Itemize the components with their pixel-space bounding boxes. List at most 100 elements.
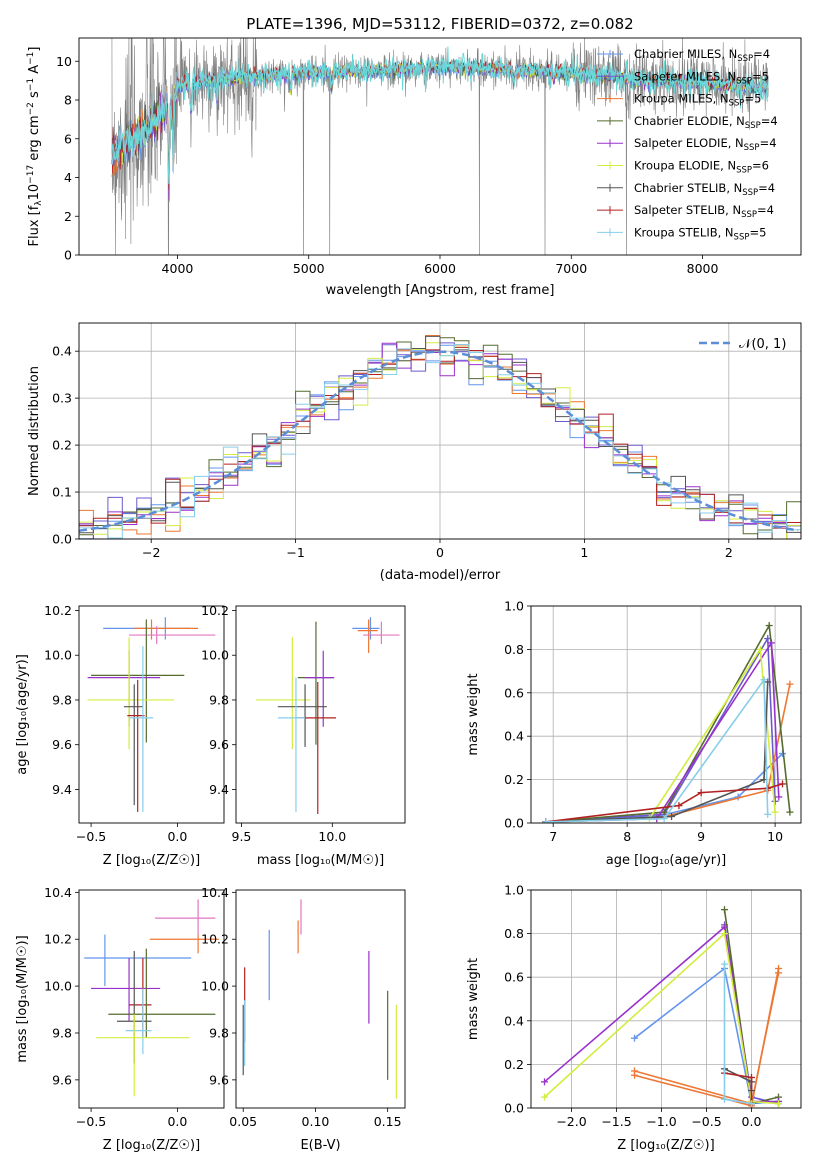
error-bar-point [84, 934, 192, 987]
x-tick-label: −1 [286, 545, 304, 560]
weight-line [545, 681, 769, 823]
y-tick-label: 0.2 [52, 438, 72, 453]
y-tick-label: 9.6 [52, 737, 72, 752]
y-tick-label: 10.2 [44, 932, 72, 947]
y-axis-label: Flux [fλ10−17 erg cm−2 s−1 A−1] [26, 47, 44, 247]
error-bar-point [149, 934, 219, 954]
y-tick-label: 9.4 [52, 782, 72, 797]
y-tick-label: 10.2 [201, 603, 229, 618]
error-bar-point [255, 637, 311, 750]
x-tick-label: 0.0 [167, 829, 187, 844]
y-tick-label: 0.4 [504, 1013, 524, 1028]
x-axis-label: age [log₁₀(age/yr)] [606, 853, 727, 868]
x-tick-label: 10 [767, 829, 783, 844]
error-bar-point [277, 684, 327, 747]
y-axis-label: mass [log₁₀(M/M☉)] [15, 935, 30, 1062]
error-bar-point [87, 637, 174, 750]
y-tick-label: 0 [64, 248, 72, 263]
y-tick-label: 0.4 [504, 729, 524, 744]
error-bar-point [297, 621, 335, 745]
y-tick-label: 9.8 [52, 692, 72, 707]
y-tick-label: 0.8 [504, 642, 524, 657]
x-tick-label: 0.15 [374, 1114, 402, 1129]
x-tick-label: −0.5 [76, 1114, 106, 1129]
error-bar-point [87, 650, 161, 727]
y-tick-label: 9.8 [209, 1025, 229, 1040]
axes-frame [78, 605, 225, 824]
y-tick-label: 10.0 [44, 979, 72, 994]
best-model [111, 46, 769, 185]
weight-line [543, 932, 779, 1105]
y-tick-label: 0.6 [504, 970, 524, 985]
y-tick-label: 8 [64, 93, 72, 108]
x-axis-label: Z [log₁₀(Z/Z☉)] [617, 1138, 714, 1153]
y-tick-label: 0.8 [504, 926, 524, 941]
x-tick-label: 0 [436, 545, 444, 560]
x-axis-label: wavelength [Angstrom, rest frame] [326, 283, 555, 298]
x-tick-label: −1.5 [601, 1114, 631, 1129]
legend-label: Salpeter ELODIE, NSSP=4 [634, 136, 777, 153]
y-tick-label: 0.3 [52, 391, 72, 406]
y-tick-label: 1.0 [504, 883, 524, 898]
error-bar-point [129, 957, 152, 1038]
x-tick-label: 5000 [293, 261, 325, 276]
y-tick-label: 9.6 [209, 1072, 229, 1087]
x-tick-label: −1.0 [646, 1114, 676, 1129]
weight-line [545, 622, 791, 823]
y-tick-label: 10.0 [44, 648, 72, 663]
error-bar-point [277, 677, 306, 812]
y-tick-label: 9.4 [209, 782, 229, 797]
x-tick-label: 7000 [555, 261, 587, 276]
y-axis-label: mass weight [466, 958, 481, 1040]
error-bar-point [134, 619, 199, 640]
y-tick-label: 0.2 [504, 772, 524, 787]
y-tick-label: 9.8 [52, 1025, 72, 1040]
y-tick-label: 10.0 [201, 648, 229, 663]
y-tick-label: 0.0 [52, 532, 72, 547]
x-tick-label: 9 [697, 829, 705, 844]
error-bar-point [123, 684, 143, 806]
error-bar-point [129, 626, 216, 645]
residuals-panel: −2 −1 0 1 2 0.0 0.1 0.2 0.3 0.4 𝒩(0, 1) (data-model… [27, 322, 802, 583]
axes-frame [530, 605, 802, 824]
y-tick-label: 10 [56, 54, 72, 69]
x-tick-label: 4000 [162, 261, 194, 276]
x-tick-label: 6000 [424, 261, 456, 276]
mass_vs_EBV-panel: 0.05 0.10 0.15 9.6 9.8 10.0 10.2 10.4 E(B-V) [201, 885, 406, 1153]
y-tick-label: 2 [64, 209, 72, 224]
legend-label: Chabrier MILES, NSSP=4 [634, 47, 770, 64]
y-axis-label: age [log₁₀(age/yr)] [15, 654, 30, 775]
error-bar-point [363, 621, 400, 645]
age_vs_Z-panel: −0.5 0.0 9.4 9.6 9.8 10.0 10.2 Z [log₁₀(Z/Z☉)] a… [15, 603, 225, 868]
chart-title: PLATE=1396, MJD=53112, FIBERID=0372, z=0… [246, 15, 633, 33]
histogram-series [79, 344, 801, 539]
x-tick-label: 10.0 [318, 829, 346, 844]
x-tick-label: −0.5 [76, 829, 106, 844]
x-tick-label: 8 [623, 829, 631, 844]
age_vs_mass-panel: 9.5 10.0 9.4 9.6 9.8 10.0 10.2 mass [log₁₀(M/M☉… [201, 603, 406, 868]
error-bar-point [154, 899, 216, 935]
mass_weight_vs_age-panel: 7 8 9 10 0.0 0.2 0.4 0.6 0.8 1.0 age [log₁₀(age/yr… [466, 599, 802, 868]
y-tick-label: 0.2 [504, 1057, 524, 1072]
legend-label: Salpeter MILES, NSSP=5 [634, 69, 769, 86]
error-bar-point [96, 1014, 190, 1097]
x-tick-label: 0.0 [167, 1114, 187, 1129]
x-tick-label: −2.0 [556, 1114, 586, 1129]
x-tick-label: 1 [580, 545, 588, 560]
y-tick-label: 10.4 [44, 885, 72, 900]
y-tick-label: 10.0 [201, 979, 229, 994]
x-tick-label: 2 [725, 545, 733, 560]
error-bar-point [125, 988, 152, 1055]
error-bar-point [129, 646, 154, 812]
x-tick-label: 8000 [687, 261, 719, 276]
x-axis-label: Z [log₁₀(Z/Z☉)] [103, 1138, 200, 1153]
axes-frame [78, 889, 225, 1109]
axes-frame [530, 889, 802, 1109]
axes-frame [235, 889, 406, 1109]
y-tick-label: 0.1 [52, 485, 72, 500]
x-tick-label: 0.0 [742, 1114, 762, 1129]
axes-frame [235, 605, 406, 824]
y-tick-label: 6 [64, 131, 72, 146]
y-tick-label: 0.0 [504, 816, 524, 831]
